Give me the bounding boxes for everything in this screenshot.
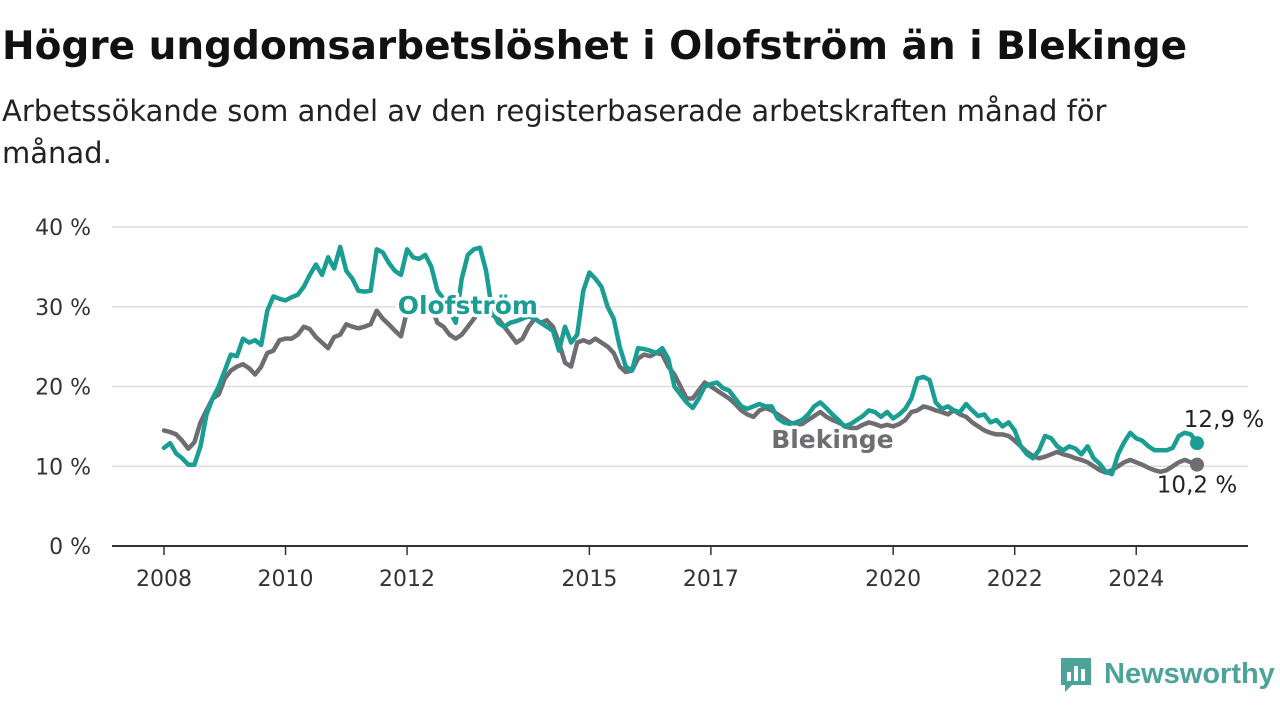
chart-title: Högre ungdomsarbetslöshet i Olofström än… [2, 24, 1188, 69]
y-tick-label: 40 % [35, 216, 91, 241]
x-tick-label: 2010 [258, 567, 314, 592]
y-axis-ticks: 0 % 10 % 20 % 30 % 40 % [35, 216, 91, 560]
newsworthy-logo[interactable]: Newsworthy [1058, 655, 1275, 693]
x-tick-label: 2022 [987, 567, 1043, 592]
chart-subtitle: Arbetssökande som andel av den registerb… [2, 94, 1107, 170]
series-lines [161, 244, 1200, 477]
y-tick-label: 20 % [35, 376, 91, 401]
y-tick-label: 10 % [35, 455, 91, 480]
x-axis: 2008 2010 2012 2015 2017 2020 2022 2024 [112, 545, 1248, 592]
end-marker-blekinge [1190, 457, 1204, 472]
x-tick-label: 2024 [1108, 567, 1164, 592]
series-label-blekinge: Blekinge [771, 425, 893, 454]
end-marker-olofstrom [1190, 436, 1204, 451]
end-markers [1190, 436, 1204, 472]
x-tick-label: 2012 [379, 567, 435, 592]
series-labels: 12,9 % 10,2 % Olofström Blekinge [394, 288, 1264, 499]
newsworthy-logo-icon [1061, 658, 1091, 692]
end-label-olofstrom: 12,9 % [1184, 407, 1264, 433]
y-tick-label: 30 % [35, 296, 91, 321]
x-tick-label: 2017 [683, 567, 739, 592]
series-line-olofstrom [161, 244, 1200, 477]
y-tick-label: 0 % [49, 535, 91, 560]
series-label-olofstrom: Olofström [398, 291, 538, 320]
newsworthy-logo-text: Newsworthy [1104, 657, 1275, 690]
x-tick-label: 2008 [136, 567, 192, 592]
x-tick-label: 2015 [561, 567, 617, 592]
y-gridlines [112, 226, 1248, 467]
end-label-blekinge: 10,2 % [1157, 473, 1237, 499]
x-tick-label: 2020 [865, 567, 921, 592]
